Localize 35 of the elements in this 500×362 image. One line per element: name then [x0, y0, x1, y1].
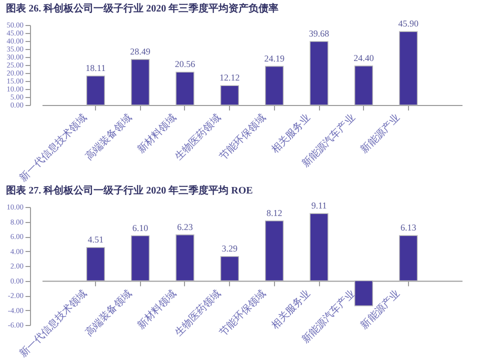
chart-title: 图表 26. 科创板公司一级子行业 2020 年三季度平均资产负债率: [6, 2, 279, 15]
bar: [130, 59, 150, 106]
data-label: 39.68: [308, 28, 330, 39]
bar: [354, 66, 374, 106]
data-label: 9.11: [311, 200, 327, 211]
bar: [86, 76, 105, 106]
x-tick-label: 新能源产业: [358, 112, 402, 156]
bar: [130, 235, 150, 282]
data-label: 6.23: [177, 222, 194, 232]
chart-title: 图表 27. 科创板公司一级子行业 2020 年三季度平均 ROE: [6, 184, 254, 197]
data-label: 20.56: [174, 59, 196, 70]
data-label: 18.11: [86, 63, 106, 74]
data-label: 4.51: [88, 234, 104, 244]
x-tick-label: 新能源产业: [358, 288, 402, 332]
data-label: 6.10: [132, 222, 149, 233]
bar: [176, 72, 194, 106]
bar: [399, 235, 418, 282]
data-label: 6.13: [400, 222, 417, 233]
bar: [354, 280, 374, 306]
data-label: 8.12: [266, 208, 282, 218]
data-label: 24.19: [264, 53, 285, 64]
bar: [220, 256, 239, 282]
bar: [310, 41, 328, 106]
bar: [86, 247, 105, 282]
data-label: 24.40: [354, 52, 374, 63]
data-label: 3.29: [222, 243, 238, 254]
data-label: 45.90: [398, 18, 420, 29]
bar: [265, 220, 284, 282]
bar: [265, 66, 284, 106]
data-label: 12.12: [220, 72, 240, 83]
bar: [310, 213, 328, 282]
bar: [176, 234, 194, 282]
bar: [399, 31, 418, 106]
data-label: 28.49: [130, 46, 151, 56]
bar: [220, 85, 239, 106]
